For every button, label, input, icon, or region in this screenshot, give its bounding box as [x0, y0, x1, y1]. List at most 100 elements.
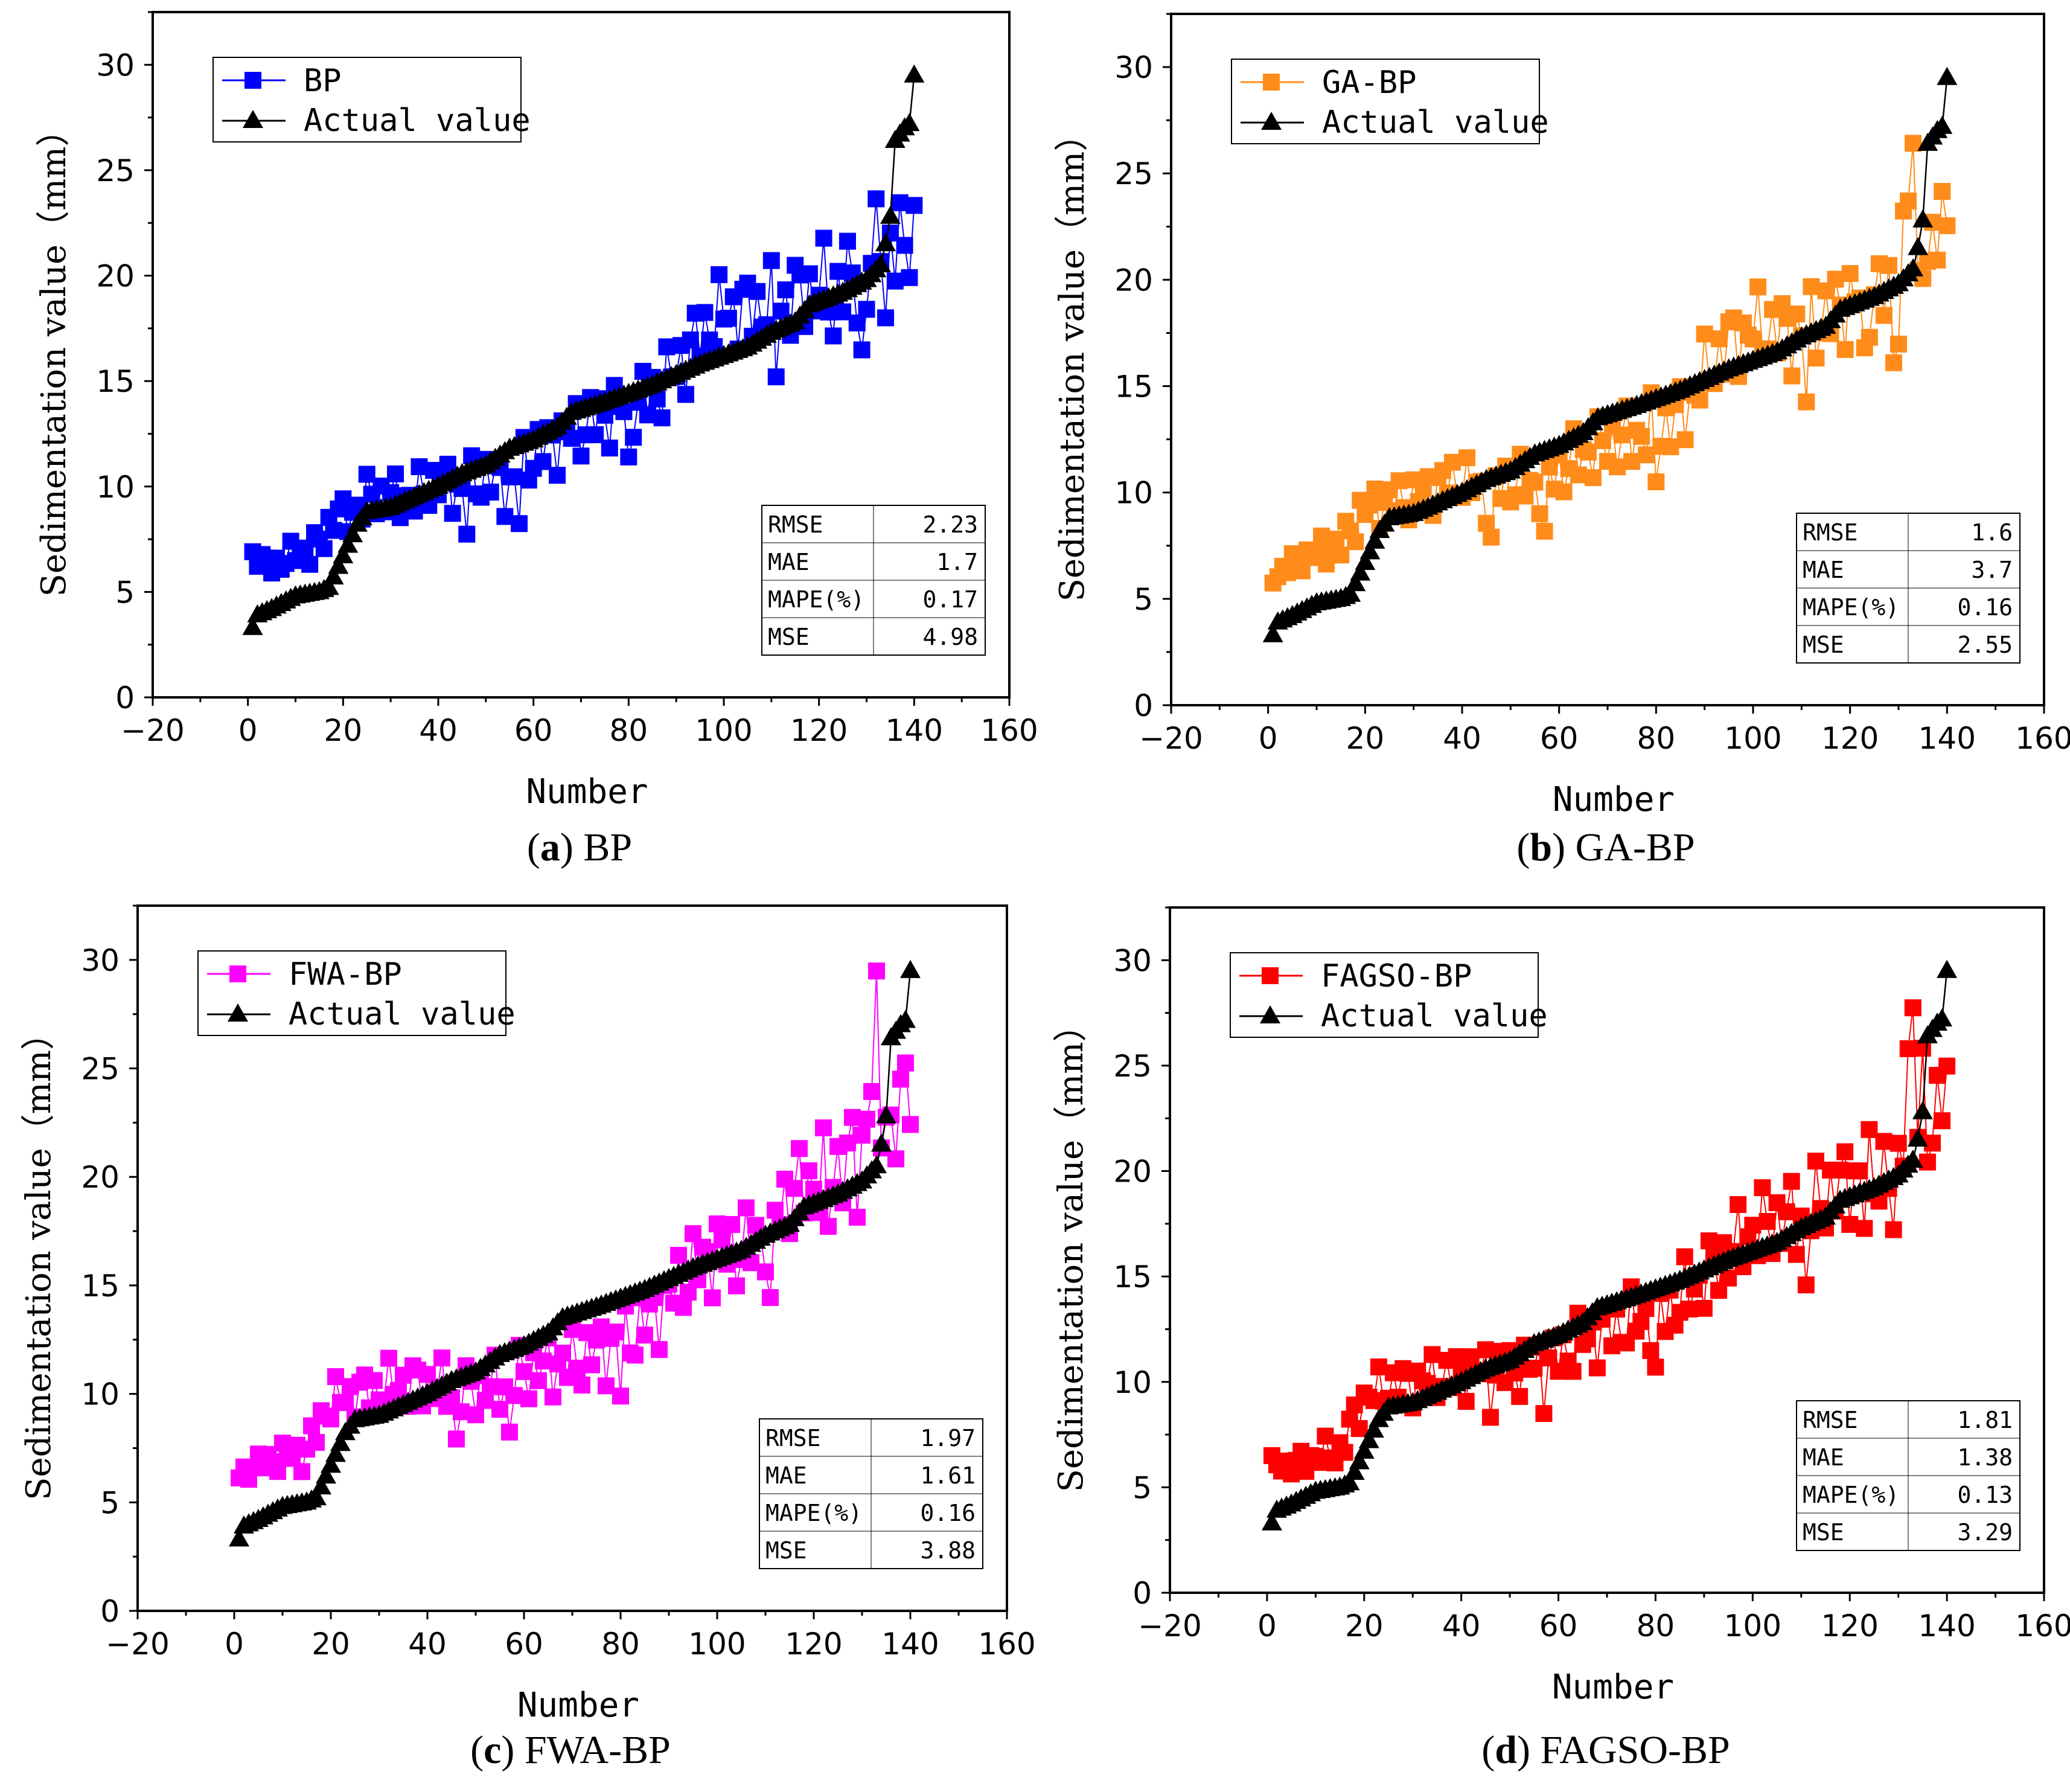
- predicted-point: [738, 1199, 755, 1217]
- predicted-point: [1279, 564, 1296, 581]
- y-tick-label: 10: [81, 1377, 120, 1412]
- predicted-point: [762, 1289, 779, 1307]
- y-tick-label: 0: [100, 1594, 120, 1629]
- metric-name: RMSE: [765, 1425, 821, 1451]
- x-axis-label: Number: [1552, 1668, 1674, 1707]
- y-tick-label: 25: [1113, 1049, 1152, 1084]
- metric-value: 1.38: [1957, 1444, 2013, 1471]
- predicted-point: [511, 515, 528, 533]
- predicted-point: [714, 1231, 730, 1249]
- predicted-point: [762, 252, 780, 269]
- metric-value: 0.16: [920, 1500, 976, 1526]
- predicted-point: [1350, 1420, 1368, 1438]
- x-tick-label: 0: [238, 713, 258, 748]
- x-tick-label: 0: [1257, 1608, 1277, 1643]
- predicted-point: [1525, 1360, 1543, 1377]
- metric-value: 0.13: [1957, 1482, 2013, 1508]
- actual-point: [866, 1155, 887, 1174]
- predicted-point: [791, 1140, 808, 1157]
- predicted-point: [482, 1378, 499, 1395]
- predicted-point: [1875, 1133, 1893, 1150]
- metric-name: RMSE: [1803, 1407, 1858, 1433]
- predicted-point: [897, 1054, 914, 1072]
- metric-value: 3.88: [920, 1537, 976, 1564]
- predicted-point: [1744, 1217, 1762, 1234]
- predicted-point: [530, 1372, 547, 1389]
- x-tick-label: 20: [1345, 1608, 1384, 1643]
- actual-point: [323, 566, 344, 584]
- x-tick-label: 160: [2015, 721, 2070, 756]
- legend-marker-predicted: [229, 965, 246, 982]
- metric-name: MAE: [768, 549, 810, 575]
- predicted-point: [1798, 393, 1815, 411]
- metric-value: 3.29: [1957, 1519, 2013, 1546]
- actual-point: [229, 1528, 249, 1547]
- predicted-point: [651, 1341, 668, 1358]
- predicted-point: [820, 1218, 837, 1235]
- actual-point: [333, 545, 354, 564]
- predicted-point: [1890, 335, 1907, 353]
- actual-point: [870, 254, 892, 273]
- predicted-point: [501, 1423, 518, 1441]
- predicted-point: [728, 1277, 745, 1294]
- x-tick-label: 100: [688, 1627, 746, 1662]
- legend-label-predicted: BP: [304, 63, 342, 99]
- predicted-point: [1836, 341, 1854, 358]
- predicted-point: [723, 1216, 740, 1234]
- y-tick-label: 10: [96, 470, 135, 505]
- legend-label-actual: Actual value: [1322, 104, 1549, 141]
- predicted-point: [453, 1403, 470, 1421]
- predicted-point: [867, 190, 885, 208]
- y-tick-label: 25: [96, 153, 135, 188]
- x-tick-label: 120: [790, 713, 848, 748]
- metric-name: MSE: [768, 624, 810, 650]
- metric-name: MAPE(%): [1803, 594, 1899, 621]
- predicted-point: [1807, 1153, 1824, 1170]
- actual-point: [1359, 541, 1381, 560]
- predicted-point: [886, 272, 904, 290]
- predicted-point: [815, 1119, 832, 1137]
- predicted-point: [902, 1116, 919, 1133]
- metric-name: MAPE(%): [768, 586, 864, 613]
- predicted-point: [1623, 453, 1641, 470]
- predicted-point: [670, 1247, 687, 1264]
- x-tick-label: 100: [1724, 1608, 1781, 1643]
- predicted-point: [1774, 295, 1791, 312]
- predicted-point: [1929, 251, 1946, 269]
- actual-point: [242, 616, 263, 635]
- predicted-point: [1483, 528, 1500, 546]
- predicted-point: [675, 1299, 692, 1316]
- actual-point: [1908, 237, 1929, 255]
- metric-name: MAE: [765, 1462, 807, 1489]
- predicted-point: [858, 1110, 875, 1128]
- predicted-point: [458, 525, 476, 543]
- legend-marker-predicted: [1262, 967, 1279, 984]
- x-tick-label: 40: [408, 1627, 447, 1662]
- legend-label-predicted: FAGSO-BP: [1321, 958, 1472, 994]
- predicted-point: [1332, 546, 1350, 564]
- predicted-point: [410, 458, 428, 475]
- y-tick-label: 30: [1113, 943, 1152, 978]
- metric-name: MAPE(%): [765, 1500, 862, 1526]
- legend-box: [1230, 952, 1539, 1038]
- predicted-point: [587, 426, 604, 443]
- predicted-point: [315, 540, 333, 557]
- legend-label-actual: Actual value: [1321, 998, 1548, 1034]
- predicted-point: [1609, 458, 1626, 476]
- predicted-point: [696, 304, 714, 321]
- y-tick-label: 15: [81, 1269, 120, 1304]
- predicted-point: [896, 237, 913, 254]
- predicted-point: [1803, 278, 1820, 295]
- y-tick-label: 10: [1113, 1365, 1152, 1400]
- predicted-point: [1759, 1212, 1776, 1230]
- predicted-point: [496, 508, 514, 525]
- predicted-point: [1614, 426, 1631, 444]
- x-tick-label: 40: [1442, 1608, 1481, 1643]
- x-tick-label: 100: [1724, 721, 1781, 756]
- y-tick-label: 5: [1134, 582, 1153, 617]
- predicted-point: [767, 368, 785, 386]
- y-axis-label: Sedimentation value（mm）: [34, 113, 74, 597]
- predicted-point: [444, 505, 461, 522]
- panel-d: −20 0 20 40 60 80 100 120 140 160051015202530Numb…: [1052, 906, 2070, 1772]
- actual-point: [895, 1010, 916, 1028]
